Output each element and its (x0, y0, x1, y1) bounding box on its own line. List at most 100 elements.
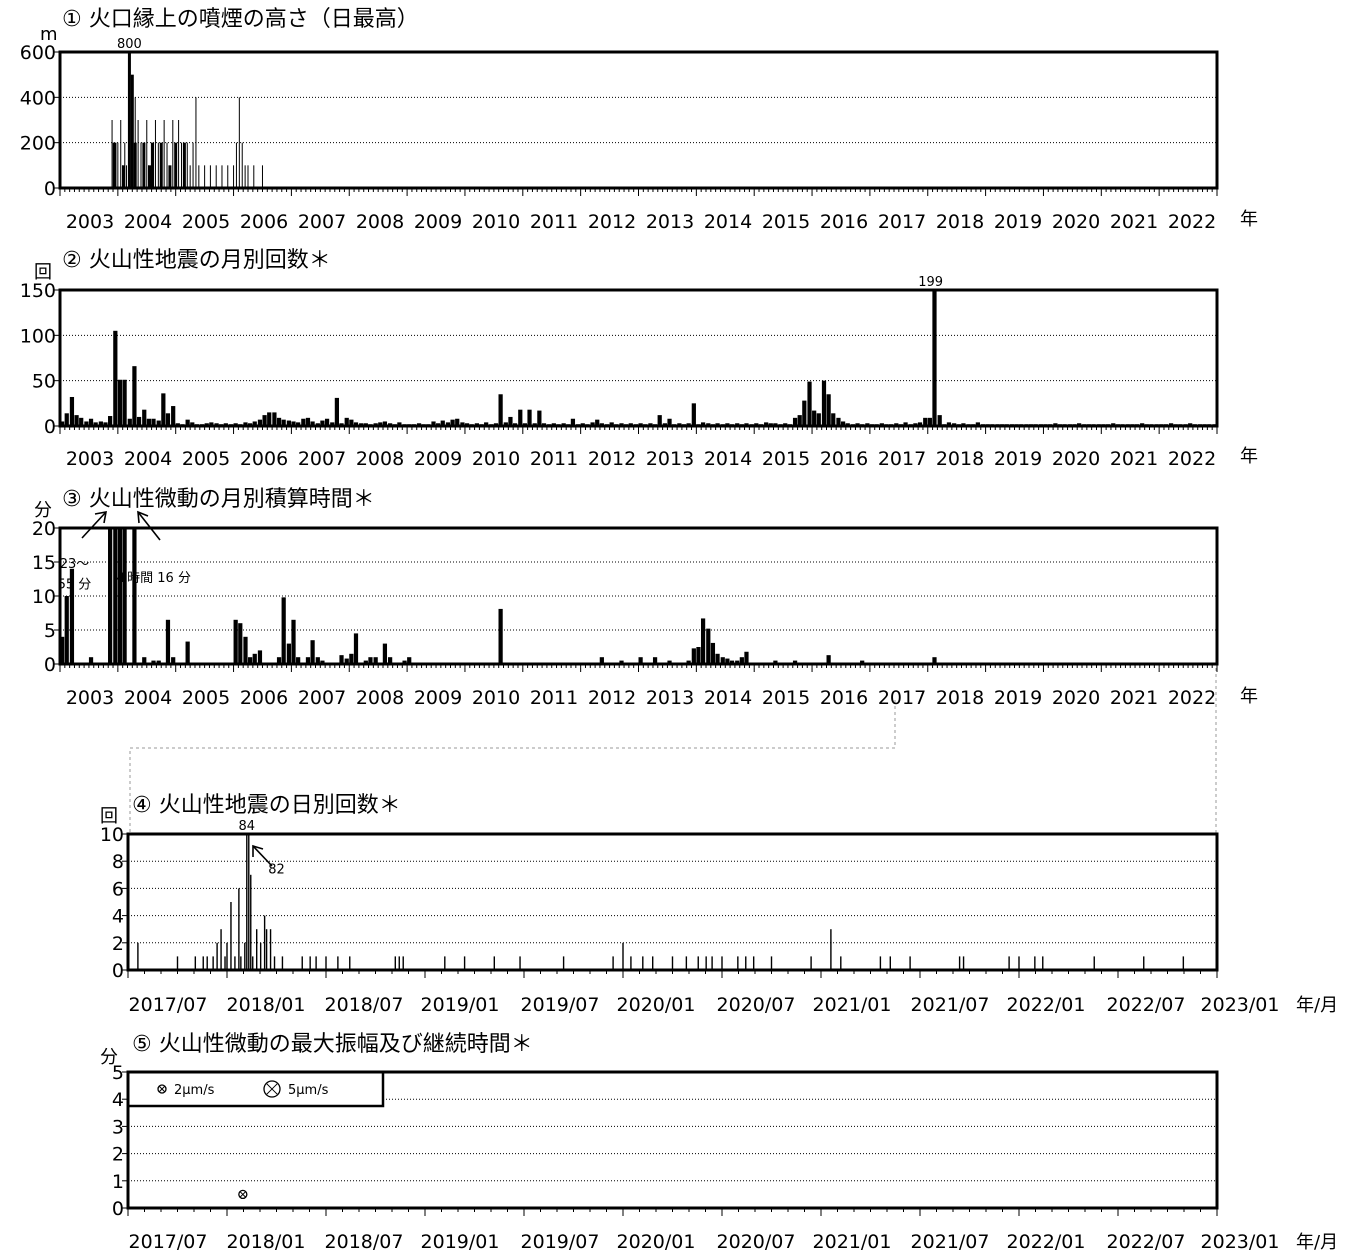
p5-x-tick-label: 2018/01 (227, 1231, 306, 1253)
p4-bar (202, 956, 204, 970)
p5-x-tick-label: 2022/01 (1007, 1231, 1086, 1253)
p4-bar (889, 956, 891, 970)
p2-x-tick-label: 2003 (66, 448, 114, 470)
p1-x-tick-label: 2018 (936, 211, 984, 233)
p5-x-tick-label: 2020/07 (717, 1231, 796, 1253)
p3-bar (344, 658, 349, 664)
p4-bar (705, 956, 707, 970)
p3-x-unit: 年 (1240, 686, 1258, 707)
p4-bar (493, 956, 495, 970)
p3-bar (599, 657, 604, 664)
p5-x-tick-label: 2021/07 (911, 1231, 990, 1253)
p2-bar (108, 416, 113, 426)
p3-bar (238, 623, 243, 664)
p2-bar (330, 422, 335, 426)
p2-bar (917, 422, 923, 426)
p2-bar (334, 397, 340, 426)
p3-bar (710, 642, 716, 664)
p2-bar (79, 417, 84, 426)
p4-bar (398, 956, 400, 970)
p2-bar (272, 412, 277, 426)
p3-bar (353, 633, 359, 664)
p3-bar (686, 660, 691, 664)
p1-x-tick-label: 2022 (1168, 211, 1216, 233)
p4-bar (325, 956, 327, 970)
p2-bar (397, 422, 402, 426)
p4-x-tick-label: 2022/01 (1007, 994, 1086, 1016)
p2-bar (69, 396, 75, 426)
p1-x-tick-label: 2016 (820, 211, 868, 233)
p2-bar (190, 422, 195, 426)
p3-x-tick-label: 2016 (820, 687, 868, 709)
p1-x-tick-label: 2019 (994, 211, 1042, 233)
p1-y-unit: m (40, 24, 58, 45)
p1-bar (122, 165, 126, 188)
p3-bar (132, 528, 137, 664)
p5-legend-marker-hatch (159, 1086, 165, 1092)
p1-x-tick-label: 2006 (240, 211, 288, 233)
p1-x-tick-label: 2012 (588, 211, 636, 233)
p3-bar (310, 640, 315, 664)
p4-bar (1034, 956, 1036, 970)
p2-bar (609, 422, 614, 426)
annotation-arrowhead-23-55 (94, 511, 107, 524)
p2-bar (382, 421, 388, 426)
annotation-arrow-4h16m (137, 511, 161, 541)
p4-bar (630, 956, 632, 970)
p2-y-tick-label: 100 (20, 325, 56, 347)
p5-y-unit: 分 (100, 1047, 118, 1068)
p5-y-tick-label: 0 (112, 1198, 124, 1220)
p3-bar (638, 657, 643, 664)
p4-x-tick-label: 2018/01 (227, 994, 306, 1016)
p2-bar (923, 417, 928, 426)
p5-x-tick-label: 2019/01 (421, 1231, 500, 1253)
p4-bar (244, 942, 246, 970)
p1-bar (151, 142, 155, 188)
p4-bar (240, 956, 242, 970)
p2-bar (156, 420, 161, 426)
p3-x-tick-label: 2007 (298, 687, 346, 709)
p3-bar (142, 657, 147, 664)
p4-bar (206, 956, 208, 970)
p4-x-tick-label: 2019/01 (421, 994, 500, 1016)
p1-x-tick-label: 2010 (472, 211, 520, 233)
p5-point-hatch (239, 1191, 246, 1198)
p4-bar (216, 942, 218, 970)
p3-x-tick-label: 2015 (762, 687, 810, 709)
p3-bar (619, 660, 624, 664)
p3-bar (257, 650, 263, 664)
p4-bar (622, 942, 624, 970)
p2-bar (151, 418, 156, 426)
p3-x-tick-label: 2019 (994, 687, 1042, 709)
p2-bar (84, 421, 89, 426)
p2-bar (286, 420, 291, 426)
p2-x-unit: 年 (1240, 446, 1258, 467)
p4-bar (337, 956, 339, 970)
p3-bar (305, 657, 311, 664)
p4-bar (721, 956, 723, 970)
p4-x-tick-label: 2022/07 (1107, 994, 1186, 1016)
leader-line-left (129, 700, 896, 834)
p1-x-tick-label: 2015 (762, 211, 810, 233)
p2-bar (291, 421, 296, 426)
p2-bar (498, 394, 503, 426)
p3-bar (498, 608, 503, 664)
p3-bar (171, 657, 176, 664)
p4-bar (840, 956, 842, 970)
p4-bar (250, 874, 252, 970)
p2-bar (797, 415, 802, 426)
p2-bar (807, 381, 812, 426)
p4-bar (830, 929, 832, 970)
p4-bar (562, 956, 565, 970)
p2-bar (518, 409, 523, 426)
p3-bar (691, 648, 696, 664)
p3-bar (69, 568, 75, 664)
p2-bar (378, 422, 383, 426)
p3-bar (382, 643, 388, 664)
p2-y-unit: 回 (34, 262, 52, 283)
p2-bar (252, 421, 257, 426)
p5-legend-label-1: 5μm/s (288, 1083, 329, 1098)
p4-annotation-1: 82 (268, 863, 285, 878)
p4-y-tick-label: 4 (112, 906, 124, 928)
p2-bar (310, 421, 315, 426)
